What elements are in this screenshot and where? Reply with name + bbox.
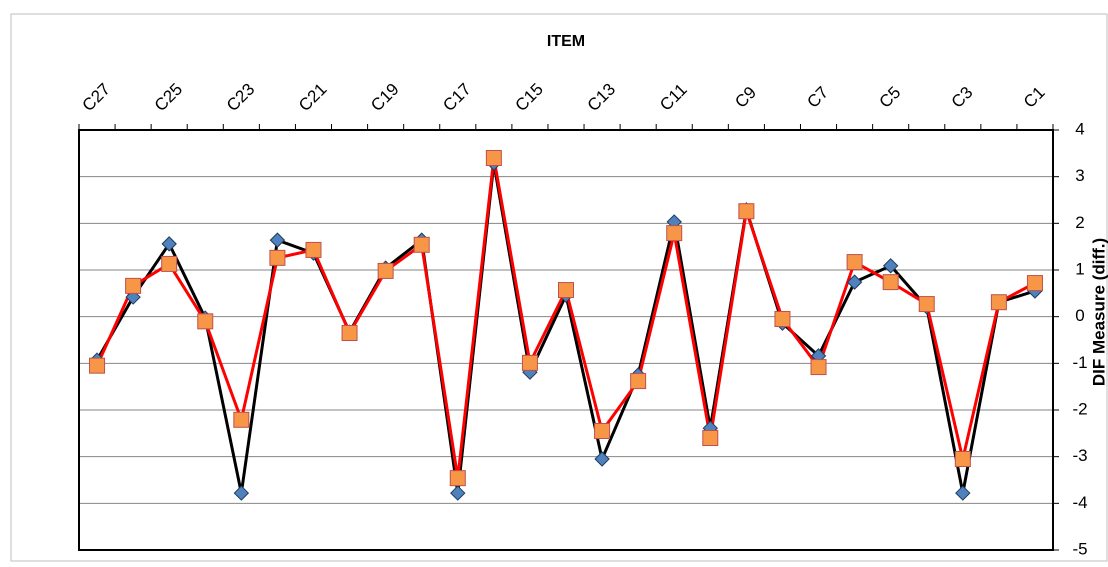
y-tick-label: -2	[1072, 399, 1087, 418]
y-tick-label: 4	[1075, 119, 1084, 138]
y-axis-title: DIF Measure (diff.)	[1089, 238, 1108, 386]
x-tick-label: C19	[367, 80, 402, 115]
x-tick-label: C27	[79, 80, 114, 115]
point	[882, 258, 899, 274]
point	[377, 262, 394, 279]
point	[1026, 275, 1043, 292]
point	[450, 485, 466, 501]
x-tick-label: C11	[656, 80, 691, 115]
x-tick-label: C1	[1020, 83, 1049, 112]
y-tick-label: -1	[1072, 353, 1087, 372]
y-tick-label: 2	[1075, 213, 1084, 232]
point	[341, 325, 358, 341]
x-tick-label: C17	[439, 80, 474, 115]
point	[846, 274, 863, 290]
x-tick-label: C15	[511, 80, 546, 115]
x-tick-label: C9	[731, 83, 760, 112]
point	[521, 354, 538, 371]
point	[846, 254, 863, 271]
plot-frame	[78, 129, 1054, 551]
point	[233, 411, 250, 428]
y-tick-label: 1	[1075, 259, 1084, 278]
point	[485, 150, 502, 166]
point	[918, 296, 935, 313]
x-tick-label: C7	[803, 83, 832, 112]
x-tick-label: C5	[876, 83, 905, 112]
point	[666, 225, 683, 242]
point	[413, 236, 430, 253]
x-tick-label: C3	[948, 83, 977, 112]
y-tick-label: -4	[1072, 493, 1087, 512]
series-line	[95, 161, 1036, 495]
point	[594, 423, 611, 439]
point	[161, 255, 178, 272]
series-line	[95, 156, 1036, 480]
x-tick-label: C13	[584, 80, 619, 115]
point	[630, 373, 647, 390]
point	[558, 282, 574, 299]
point	[774, 311, 791, 327]
x-axis-title: ITEM	[547, 33, 585, 50]
x-tick-label: C23	[223, 80, 258, 115]
point	[810, 359, 827, 376]
point	[955, 485, 971, 501]
point	[269, 249, 286, 266]
point	[89, 357, 106, 374]
y-tick-label: -3	[1072, 446, 1087, 465]
point	[594, 451, 610, 467]
point	[125, 277, 142, 294]
chart-frame	[10, 13, 1108, 562]
point	[197, 313, 214, 330]
y-tick-label: -5	[1072, 539, 1087, 558]
point	[305, 241, 322, 258]
point	[161, 236, 177, 252]
point	[882, 274, 899, 291]
x-tick-label: C25	[151, 80, 186, 115]
y-tick-label: 0	[1075, 306, 1084, 325]
point	[702, 430, 719, 446]
point	[738, 203, 755, 220]
y-tick-label: 3	[1075, 166, 1084, 185]
point	[269, 232, 286, 248]
point	[954, 451, 971, 467]
point	[990, 294, 1007, 311]
x-tick-label: C21	[295, 80, 330, 115]
point	[233, 485, 250, 501]
point	[449, 470, 466, 487]
